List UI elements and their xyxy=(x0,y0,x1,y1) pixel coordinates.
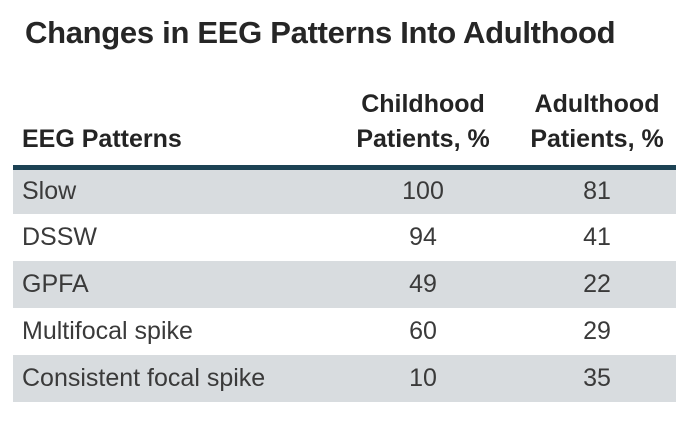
table-row: DSSW 94 41 xyxy=(13,214,676,261)
adulthood-value-cell: 81 xyxy=(583,177,611,206)
pattern-cell: GPFA xyxy=(22,270,89,299)
pattern-cell: DSSW xyxy=(22,223,97,252)
childhood-value-cell: 60 xyxy=(409,317,437,346)
pattern-cell: Slow xyxy=(22,177,77,206)
column-header-childhood: Childhood Patients, % xyxy=(328,86,518,170)
column-header-adulthood-line2: Patients, % xyxy=(530,125,664,154)
pattern-cell: Multifocal spike xyxy=(22,317,193,346)
childhood-value-cell: 94 xyxy=(409,223,437,252)
column-header-adulthood: Adulthood Patients, % xyxy=(518,86,676,170)
adulthood-value-cell: 22 xyxy=(583,270,611,299)
pattern-cell: Consistent focal spike xyxy=(22,364,266,393)
column-header-eeg-patterns: EEG Patterns xyxy=(13,86,328,170)
adulthood-value-cell: 29 xyxy=(583,317,611,346)
column-header-adulthood-line1: Adulthood xyxy=(534,89,660,118)
childhood-value-cell: 49 xyxy=(409,270,437,299)
table-row: Slow 100 81 xyxy=(13,167,676,215)
adulthood-value-cell: 41 xyxy=(583,223,611,252)
table-body: Slow 100 81 DSSW 94 41 GPFA 49 22 Multif… xyxy=(13,167,676,403)
childhood-value-cell: 10 xyxy=(409,364,437,393)
page-title: Changes in EEG Patterns Into Adulthood xyxy=(25,15,616,50)
column-header-childhood-line2: Patients, % xyxy=(356,125,490,154)
adulthood-value-cell: 35 xyxy=(583,364,611,393)
table-row: GPFA 49 22 xyxy=(13,261,676,309)
table-row: Multifocal spike 60 29 xyxy=(13,308,676,355)
table-header: EEG Patterns Childhood Patients, % Adult… xyxy=(13,86,676,170)
eeg-patterns-table: EEG Patterns Childhood Patients, % Adult… xyxy=(13,86,676,403)
column-header-childhood-line1: Childhood xyxy=(361,89,485,118)
childhood-value-cell: 100 xyxy=(402,177,444,206)
table-row: Consistent focal spike 10 35 xyxy=(13,355,676,403)
